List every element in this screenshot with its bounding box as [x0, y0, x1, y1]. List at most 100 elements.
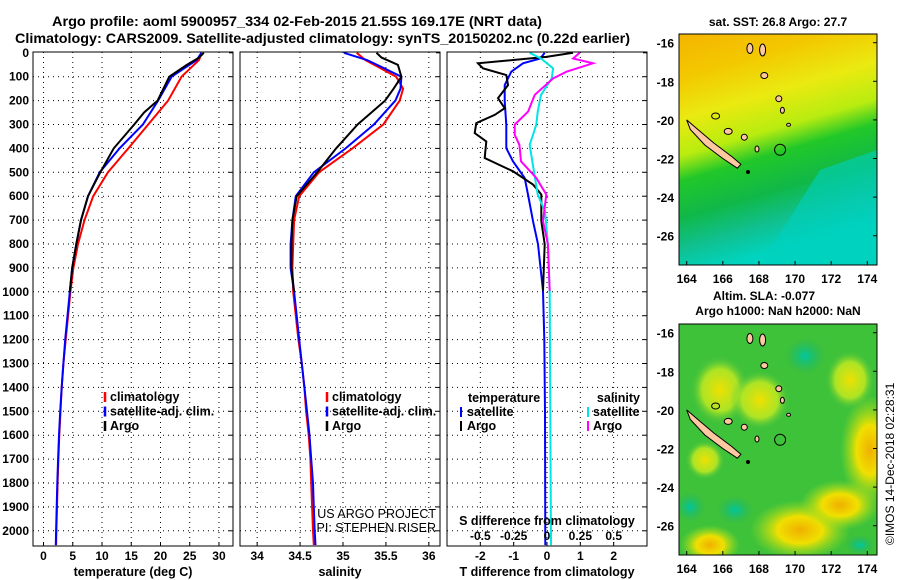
lon-tick-label: 174 — [857, 562, 877, 576]
x2-tick-label: -0.25 — [500, 529, 528, 543]
x-tick-label: 0 — [40, 549, 47, 563]
legend-title-salinity: salinity — [597, 391, 640, 405]
x2-tick-label: 0 — [544, 529, 551, 543]
depth-tick-label: 200 — [9, 94, 29, 108]
lat-tick-label: -24 — [657, 481, 675, 495]
plot-frame — [32, 51, 234, 547]
legend-label: Argo — [332, 419, 362, 433]
lon-tick-label: 174 — [857, 272, 877, 286]
depth-tick-label: 800 — [9, 237, 29, 251]
project-credit: US ARGO PROJECT — [317, 507, 436, 521]
legend-label: satellite-adj. clim. — [332, 405, 436, 419]
sla-map-title: Altim. SLA: -0.077 — [713, 289, 815, 303]
temperature-panel: 0100200300400500600700800900100011001200… — [2, 46, 234, 579]
lon-tick-label: 170 — [785, 272, 805, 286]
sla-map: Altim. SLA: -0.077 Argo h1000: NaN h2000… — [657, 289, 878, 576]
x-tick-label: 25 — [183, 549, 197, 563]
salinity-panel: 34 34.5 35 35.5 36 salinity climatologysatelli… — [239, 51, 441, 579]
lon-tick-label: 168 — [749, 562, 769, 576]
lat-tick-label: -20 — [657, 404, 675, 418]
x-tick-label: -2 — [475, 549, 486, 563]
lon-tick-label: 164 — [677, 562, 697, 576]
lat-tick-label: -16 — [657, 327, 675, 341]
depth-tick-label: 1000 — [2, 285, 29, 299]
lon-tick-label: 170 — [785, 562, 805, 576]
legend-label: satellite-adj. clim. — [110, 405, 214, 419]
depth-tick-label: 1900 — [2, 500, 29, 514]
legend-label: climatology — [110, 390, 180, 404]
series-line-salinity-satellite — [528, 51, 555, 546]
lat-tick-label: -26 — [657, 230, 675, 244]
depth-tick-label: 1800 — [2, 476, 29, 490]
lat-tick-label: -22 — [657, 153, 675, 167]
x-tick-label: 1 — [577, 549, 584, 563]
x2-tick-label: 0.5 — [605, 529, 622, 543]
lon-tick-label: 172 — [821, 562, 841, 576]
argo-float-marker — [774, 143, 787, 156]
depth-tick-label: 700 — [9, 213, 29, 227]
x-axis-label: salinity — [318, 565, 361, 579]
lon-tick-label: 172 — [821, 272, 841, 286]
x2-axis-label: S difference from climatology — [459, 514, 635, 528]
x-tick-label: 30 — [212, 549, 226, 563]
depth-tick-label: 1100 — [3, 309, 29, 323]
depth-tick-label: 1200 — [2, 333, 29, 347]
depth-tick-label: 100 — [9, 70, 29, 84]
sst-map: sat. SST: 26.8 Argo: 27.7 164 166 168 170 17… — [657, 15, 878, 286]
lon-tick-label: 168 — [749, 272, 769, 286]
depth-tick-label: 300 — [9, 118, 29, 132]
depth-tick-label: 1300 — [2, 357, 29, 371]
x-axis-label: temperature (deg C) — [74, 565, 193, 579]
lat-tick-label: -16 — [657, 37, 675, 51]
depth-tick-label: 400 — [9, 141, 29, 155]
depth-tick-label: 500 — [9, 165, 29, 179]
legend-label: Argo — [110, 419, 140, 433]
x-tick-label: 34.5 — [288, 549, 312, 563]
legend-title-temperature: temperature — [468, 391, 540, 405]
lat-tick-label: -20 — [657, 114, 675, 128]
series-line-argo — [290, 52, 403, 292]
imos-stamp: ©IMOS 14-Dec-2018 02:28:31 — [883, 382, 897, 545]
depth-tick-label: 2000 — [2, 524, 29, 538]
x2-tick-label: -0.5 — [470, 529, 491, 543]
argo-float-marker-sla — [774, 433, 787, 446]
series-line-temperature-argo — [473, 51, 574, 291]
lat-tick-label: -26 — [657, 520, 675, 534]
lat-tick-label: -24 — [657, 191, 675, 205]
lat-tick-label: -22 — [657, 443, 675, 457]
figure-title-line1: Argo profile: aoml 5900957_334 02-Feb-20… — [52, 13, 542, 29]
lon-tick-label: 166 — [713, 562, 733, 576]
depth-tick-label: 1400 — [2, 380, 29, 394]
series-line-climatology — [55, 52, 203, 546]
series-line-temperature-satellite — [503, 52, 547, 546]
legend-label: Argo — [467, 419, 497, 433]
series-line-satellite-adj-clim- — [289, 51, 403, 546]
x-tick-label: 2 — [610, 549, 617, 563]
x-tick-label: 20 — [154, 549, 168, 563]
x-tick-label: 0 — [544, 549, 551, 563]
legend-label: Argo — [593, 419, 623, 433]
series-line-satellite-adj-clim- — [54, 52, 203, 546]
figure-title-line2: Climatology: CARS2009. Satellite-adjuste… — [15, 30, 630, 46]
plot-frame — [239, 51, 441, 547]
sst-map-title: sat. SST: 26.8 Argo: 27.7 — [709, 15, 848, 29]
x-tick-label: 15 — [125, 549, 139, 563]
difference-panel: -2 -1 0 1 2 T difference from climatology temp… — [446, 51, 648, 579]
x-tick-label: 34 — [250, 549, 264, 563]
legend-label: satellite — [593, 405, 640, 419]
depth-tick-label: 600 — [9, 189, 29, 203]
depth-tick-label: 0 — [22, 46, 29, 60]
depth-tick-label: 1700 — [2, 452, 29, 466]
depth-tick-label: 1600 — [2, 428, 29, 442]
plot-frame — [446, 51, 648, 547]
lon-tick-label: 166 — [713, 272, 733, 286]
pi-credit: PI: STEPHEN RISER — [317, 521, 436, 535]
series-line-climatology — [291, 52, 405, 546]
x2-tick-label: 0.25 — [569, 529, 593, 543]
x-tick-label: 5 — [69, 549, 76, 563]
lat-tick-label: -18 — [657, 75, 675, 89]
series-line-salinity-argo — [513, 52, 597, 291]
x-tick-label: 36 — [422, 549, 436, 563]
lat-tick-label: -18 — [657, 365, 675, 379]
legend-label: satellite — [467, 405, 514, 419]
